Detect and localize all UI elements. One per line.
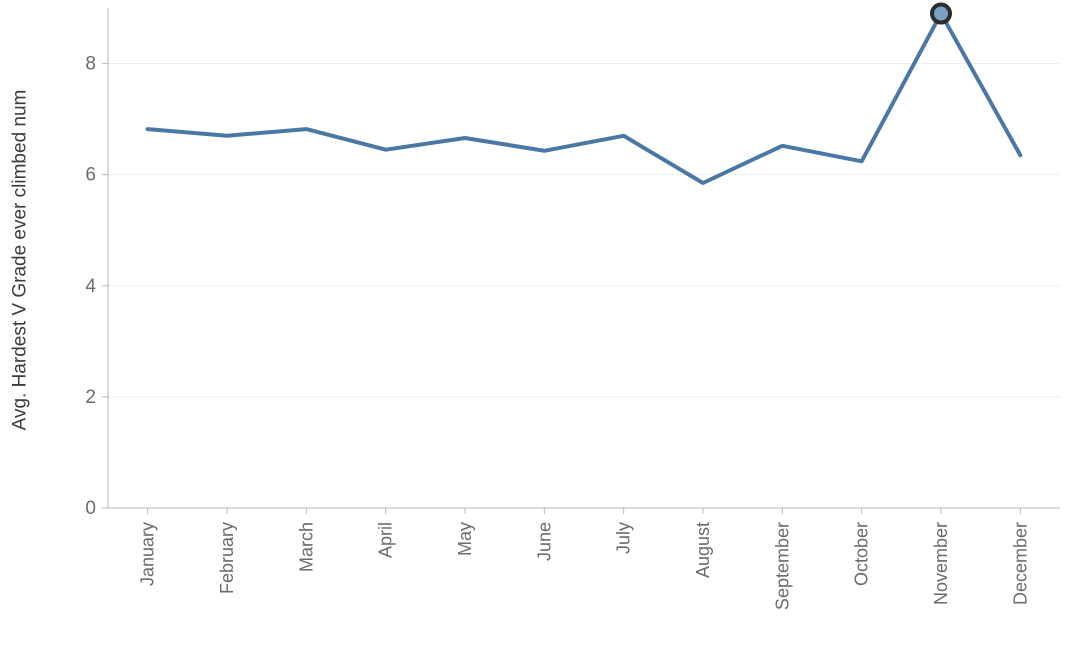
line-chart: Avg. Hardest V Grade ever climbed num 0 2… bbox=[0, 0, 1074, 658]
y-axis-label: Avg. Hardest V Grade ever climbed num bbox=[0, 0, 40, 520]
x-tick-label: September bbox=[772, 522, 792, 610]
plot-background bbox=[108, 8, 1060, 508]
x-axis-ticks: January February March April May June July Augu… bbox=[138, 508, 1031, 610]
y-tick-label: 6 bbox=[85, 165, 96, 186]
highlight-marker bbox=[932, 5, 950, 23]
x-tick-label: October bbox=[852, 522, 872, 586]
x-tick-label: April bbox=[376, 522, 396, 558]
x-tick-label: May bbox=[455, 522, 475, 556]
x-tick-label: July bbox=[614, 522, 634, 554]
y-tick-label: 8 bbox=[85, 54, 96, 75]
y-tick-label: 2 bbox=[85, 387, 96, 408]
x-tick-label: February bbox=[217, 522, 237, 594]
y-tick-label: 4 bbox=[85, 276, 96, 297]
x-tick-label: March bbox=[296, 522, 316, 572]
x-tick-label: August bbox=[693, 522, 713, 578]
y-axis-label-text: Avg. Hardest V Grade ever climbed num bbox=[9, 90, 31, 431]
y-tick-label: 0 bbox=[85, 498, 96, 519]
x-tick-label: November bbox=[931, 522, 951, 605]
x-tick-label: June bbox=[534, 522, 554, 561]
chart-svg: 0 2 4 6 8 January February March April May June Ju… bbox=[0, 0, 1074, 658]
x-tick-label: January bbox=[138, 522, 158, 586]
y-axis-ticks: 0 2 4 6 8 bbox=[85, 54, 108, 519]
x-tick-label: December bbox=[1010, 522, 1030, 605]
